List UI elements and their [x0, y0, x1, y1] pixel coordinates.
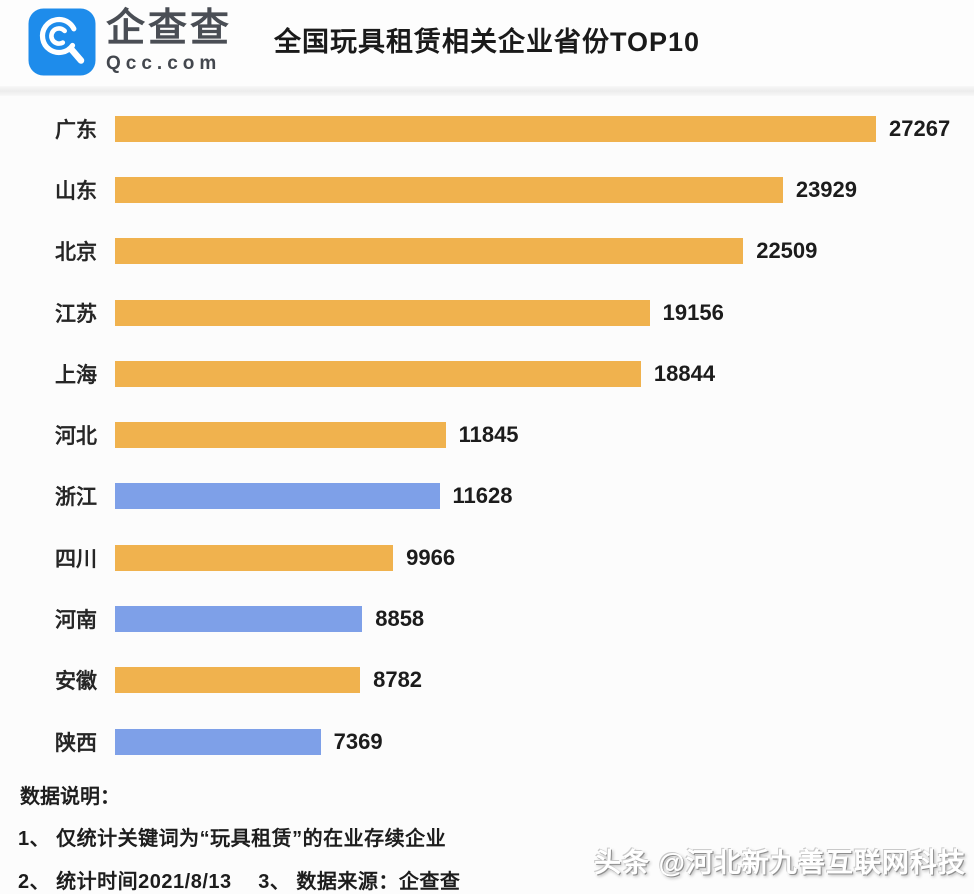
bar [115, 667, 361, 694]
bar-row: 安徽 8782 [0, 650, 974, 711]
category-label: 上海 [55, 363, 97, 387]
footnote-heading: 数据说明： [20, 786, 120, 809]
category-label: 广东 [55, 118, 97, 142]
value-label: 8782 [373, 667, 423, 693]
qcc-logo-text: 企查查 Qcc.com [106, 7, 233, 75]
bar-row: 四川 9966 [0, 527, 974, 588]
bar-row: 河北 11845 [0, 404, 974, 465]
bar-row: 上海 18844 [0, 343, 974, 404]
bar [115, 299, 650, 326]
value-label: 11628 [452, 483, 513, 509]
value-label: 11845 [458, 422, 519, 448]
bar-chart: 广东 27267 山东 23929 北京 22509 江苏 19156 上海 18844 河北 118… [0, 96, 974, 772]
category-label: 安徽 [55, 670, 97, 694]
bar [115, 360, 641, 387]
bar [115, 544, 394, 571]
bar [115, 422, 446, 449]
category-label: 四川 [55, 547, 97, 571]
category-label: 河北 [55, 425, 97, 449]
bar-row: 陕西 7369 [0, 711, 974, 772]
brand-domain: Qcc.com [106, 52, 222, 74]
category-label: 江苏 [55, 302, 97, 326]
bar [115, 176, 783, 203]
bar-row: 山东 23929 [0, 159, 974, 220]
value-label: 8858 [375, 606, 425, 632]
value-label: 23929 [795, 176, 858, 202]
value-label: 22509 [756, 238, 818, 264]
bar [115, 606, 363, 633]
value-label: 7369 [333, 728, 383, 754]
value-label: 18844 [653, 360, 716, 386]
bar [115, 238, 744, 265]
category-label: 河南 [55, 609, 97, 633]
footnote-line-2: 2、 统计时间2021/8/13 3、 数据来源：企查查 [18, 871, 461, 894]
bar [115, 115, 876, 142]
bar [115, 483, 440, 510]
header-divider [0, 86, 974, 96]
qcc-magnifier-icon [28, 8, 96, 76]
bar-row: 河南 8858 [0, 588, 974, 649]
bar-row: 北京 22509 [0, 221, 974, 282]
header: 企查查 Qcc.com 全国玩具租赁相关企业省份TOP10 [0, 0, 974, 86]
bar-row: 江苏 19156 [0, 282, 974, 343]
toutiao-watermark: 头条 @河北新九善互联网科技 [594, 848, 966, 878]
value-label: 19156 [662, 299, 724, 325]
category-label: 浙江 [55, 486, 97, 510]
category-label: 山东 [55, 179, 97, 203]
category-label: 北京 [55, 241, 97, 265]
value-label: 9966 [406, 544, 456, 570]
footnote-line-1: 1、 仅统计关键词为“玩具租赁”的在业存续企业 [18, 828, 447, 851]
chart-title: 全国玩具租赁相关企业省份TOP10 [273, 27, 701, 57]
bar [115, 728, 321, 755]
qcc-logo: 企查查 Qcc.com [28, 8, 232, 76]
bar-row: 广东 27267 [0, 98, 974, 159]
category-label: 陕西 [55, 731, 97, 755]
footnotes: 数据说明： 1、 仅统计关键词为“玩具租赁”的在业存续企业 2、 统计时间202… [0, 772, 974, 894]
brand-name-cn: 企查查 [106, 7, 233, 51]
value-label: 27267 [889, 115, 951, 141]
bar-row: 浙江 11628 [0, 466, 974, 527]
bar-rows: 广东 27267 山东 23929 北京 22509 江苏 19156 上海 18844 河北 118… [0, 98, 974, 772]
